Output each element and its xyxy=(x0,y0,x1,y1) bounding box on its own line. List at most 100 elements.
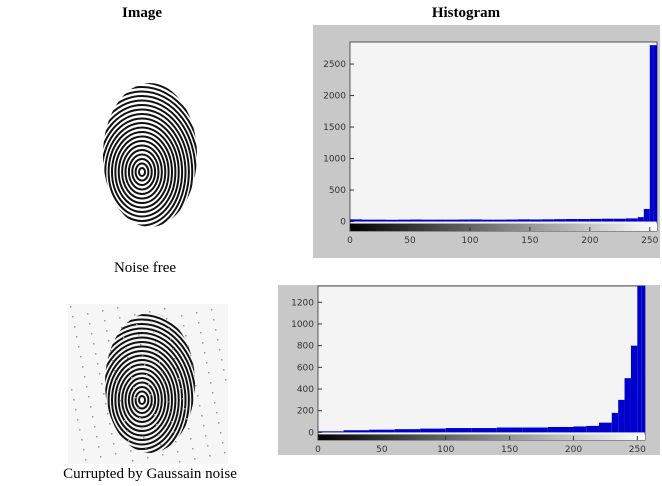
noise-dot xyxy=(206,362,208,364)
noise-dot xyxy=(122,410,124,412)
noise-dot xyxy=(92,416,94,418)
bar xyxy=(530,219,542,221)
ridge xyxy=(102,119,182,226)
bar xyxy=(470,219,482,221)
noise-dot xyxy=(202,342,204,344)
noise-dot xyxy=(75,409,77,411)
bar xyxy=(542,219,554,221)
bar xyxy=(374,220,386,222)
plot-area xyxy=(318,286,645,440)
x-tick-label: 150 xyxy=(521,236,538,246)
noise-dot xyxy=(103,393,105,395)
noise-dot xyxy=(90,406,92,408)
noise-dot xyxy=(130,450,132,452)
noise-dot xyxy=(221,359,223,361)
x-tick-label: 0 xyxy=(315,445,321,455)
noise-dot xyxy=(74,326,76,328)
bar xyxy=(573,426,586,432)
x-tick-label: 100 xyxy=(461,236,478,246)
noise-dot xyxy=(195,385,197,387)
noise-dot xyxy=(78,346,80,348)
x-tick-label: 200 xyxy=(581,236,598,246)
bar xyxy=(362,220,374,222)
figure: Image Histogram Noise free Currupted by … xyxy=(0,0,662,486)
noise-dot xyxy=(91,333,93,335)
noise-dot xyxy=(104,320,106,322)
noise-dot xyxy=(223,369,225,371)
bar xyxy=(471,428,497,432)
noise-dot xyxy=(83,449,85,451)
noise-dot xyxy=(194,458,196,460)
noise-dot xyxy=(147,457,149,459)
noise-dot xyxy=(82,366,84,368)
bar xyxy=(506,220,518,222)
caption: Noise free xyxy=(114,260,176,276)
ridge xyxy=(126,150,159,194)
noise-dot xyxy=(200,332,202,334)
noise-dot xyxy=(139,417,141,419)
noise-dot xyxy=(129,367,131,369)
noise-dot xyxy=(158,434,160,436)
y-tick-label: 1200 xyxy=(291,298,314,308)
noise-dot xyxy=(149,311,151,313)
bar xyxy=(420,429,446,433)
noise-dot xyxy=(173,431,175,433)
noise-dot xyxy=(140,344,142,346)
noise-dot xyxy=(102,310,104,312)
noise-dot xyxy=(97,363,99,365)
noise-dot xyxy=(137,407,139,409)
bar xyxy=(631,346,637,433)
noise-dot xyxy=(111,433,113,435)
noise-dot xyxy=(141,427,143,429)
noise-dot xyxy=(115,453,117,455)
y-tick-label: 200 xyxy=(297,407,314,417)
noise-dot xyxy=(71,389,73,391)
noise-dot xyxy=(203,425,205,427)
noise-dot xyxy=(154,414,156,416)
noise-dot xyxy=(106,330,108,332)
fingerprint-image xyxy=(75,83,209,262)
bar xyxy=(599,423,612,433)
noise-dot xyxy=(146,374,148,376)
noise-dot xyxy=(132,460,134,462)
x-tick-label: 0 xyxy=(347,236,353,246)
noise-dot xyxy=(134,314,136,316)
noise-dot xyxy=(163,381,165,383)
noise-dot xyxy=(168,328,170,330)
noise-dot xyxy=(224,452,226,454)
noise-dot xyxy=(113,443,115,445)
bar xyxy=(637,286,641,432)
bar xyxy=(578,219,590,222)
ridge xyxy=(82,92,203,253)
noise-dot xyxy=(105,403,107,405)
noise-dot xyxy=(135,397,137,399)
noise-dot xyxy=(144,364,146,366)
noise-dot xyxy=(151,321,153,323)
noise-dot xyxy=(191,365,193,367)
noise-dot xyxy=(166,318,168,320)
y-tick-label: 0 xyxy=(340,218,346,228)
x-tick-label: 50 xyxy=(404,236,416,246)
noise-dot xyxy=(98,446,100,448)
bar xyxy=(618,400,624,433)
bar xyxy=(482,220,494,222)
bar xyxy=(522,428,548,433)
noise-dot xyxy=(100,456,102,458)
noise-dot xyxy=(209,455,211,457)
noise-dot xyxy=(112,360,114,362)
x-tick-label: 50 xyxy=(376,445,388,455)
noise-dot xyxy=(117,307,119,309)
noise-dot xyxy=(142,354,144,356)
y-tick-label: 1000 xyxy=(323,155,346,165)
y-tick-label: 0 xyxy=(308,428,314,438)
noise-dot xyxy=(86,386,88,388)
ridge xyxy=(112,132,172,212)
bar xyxy=(434,220,446,222)
bar xyxy=(369,430,395,433)
bar xyxy=(614,219,626,222)
y-tick-label: 500 xyxy=(329,186,346,196)
noise-dot xyxy=(118,390,120,392)
noise-dot xyxy=(114,370,116,372)
x-tick-label: 200 xyxy=(565,445,582,455)
noise-dot xyxy=(125,347,127,349)
